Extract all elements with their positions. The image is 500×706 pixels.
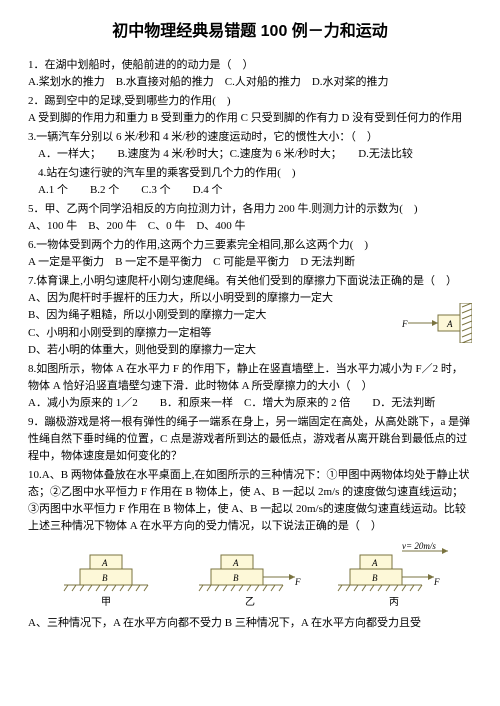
svg-text:v= 20m/s: v= 20m/s <box>402 541 436 551</box>
svg-text:F: F <box>433 577 440 587</box>
figure-bing-icon: v= 20m/s B A F <box>334 541 454 593</box>
question-10: 10.A、B 两物体叠放在水平桌面上,在如图所示的三种情况下：①甲图中两物体均处… <box>28 467 472 535</box>
q7-stem: 7.体育课上,小明匀速爬杆小刚匀速爬绳。有关他们受到的摩擦力下面说法正确的是（ … <box>28 273 472 290</box>
question-8: 8.如图所示，物体 A 在水平力 F 的作用下，静止在竖直墙壁上．当水平力减小为… <box>28 361 472 412</box>
svg-text:A: A <box>371 558 378 568</box>
q8-options: A．减小为原来的 1／2 B．和原来一样 C．增大为原来的 2 倍 D．无法判断 <box>28 395 472 412</box>
question-2: 2．踢到空中的足球,受到哪些力的作用( ) A 受到脚的作用力和重力 B 受到重… <box>28 93 472 127</box>
figure-yi-caption: 乙 <box>245 595 255 611</box>
figure-jia: B A 甲 <box>51 545 161 611</box>
q10-opt-a: A、三种情况下，A 在水平方向都不受力 B 三种情况下，A 在水平方向都受力且受 <box>28 615 472 632</box>
question-3: 3.一辆汽车分别以 6 米/秒和 4 米/秒的速度运动时，它的惯性大小：（ ） … <box>28 129 472 163</box>
svg-text:B: B <box>102 573 108 583</box>
figure-jia-icon: B A <box>56 545 156 593</box>
figure-jia-caption: 甲 <box>101 595 111 611</box>
q1-options: A.桨划水的推力 B.水直接对船的推力 C.人对船的推力 D.水对桨的推力 <box>28 74 472 91</box>
q7-opt-d: D、若小明的体重大，则他受到的摩擦力一定大 <box>28 342 472 359</box>
figure-yi: B A F 乙 <box>195 545 305 611</box>
q8-stem: 8.如图所示，物体 A 在水平力 F 的作用下，静止在竖直墙壁上．当水平力减小为… <box>28 361 472 395</box>
question-7: 7.体育课上,小明匀速爬杆小刚匀速爬绳。有关他们受到的摩擦力下面说法正确的是（ … <box>28 273 472 358</box>
svg-text:B: B <box>372 573 378 583</box>
svg-text:A: A <box>101 558 108 568</box>
figure-bing-caption: 丙 <box>389 595 399 611</box>
svg-text:F: F <box>402 319 408 329</box>
page-title: 初中物理经典易错题 100 例－力和运动 <box>28 20 472 45</box>
question-4: 4.站在匀速行驶的汽车里的乘客受到几个力的作用( ) A.1 个 B.2 个 C… <box>28 165 472 199</box>
q5-stem: 5．甲、乙两个同学沿相反的方向拉测力计，各用力 200 牛.则测力计的示数为( … <box>28 201 472 218</box>
q3-options: A．一样大； B.速度为 4 米/秒时大；C.速度为 6 米/秒时大； D.无法… <box>28 146 472 163</box>
question-9: 9．蹦极游戏是将一根有弹性的绳子一端系在身上，另一端固定在高处，从高处跳下，a … <box>28 414 472 465</box>
question-5: 5．甲、乙两个同学沿相反的方向拉测力计，各用力 200 牛.则测力计的示数为( … <box>28 201 472 235</box>
q2-options: A 受到脚的作用力和重力 B 受到重力的作用 C 只受到脚的作有力 D 没有受到… <box>28 110 472 127</box>
q10-stem: 10.A、B 两物体叠放在水平桌面上,在如图所示的三种情况下：①甲图中两物体均处… <box>28 467 472 535</box>
question-1: 1．在湖中划船时，使船前进的的动力是（ ） A.桨划水的推力 B.水直接对船的推… <box>28 57 472 91</box>
figure-wall-block-icon: A F <box>402 303 472 343</box>
q6-options: A 一定是平衡力 B 一定不是平衡力 C 可能是平衡力 D 无法判断 <box>28 254 472 271</box>
question-10-option-a: A、三种情况下，A 在水平方向都不受力 B 三种情况下，A 在水平方向都受力且受 <box>28 615 472 632</box>
svg-text:F: F <box>294 577 301 587</box>
q1-stem: 1．在湖中划船时，使船前进的的动力是（ ） <box>28 57 472 74</box>
figure-row: B A 甲 B A F 乙 v= 20m/s <box>28 541 472 611</box>
q6-stem: 6.一物体受到两个力的作用,这两个力三要素完全相同,那么这两个力( ) <box>28 237 472 254</box>
svg-text:A: A <box>232 558 239 568</box>
question-6: 6.一物体受到两个力的作用,这两个力三要素完全相同,那么这两个力( ) A 一定… <box>28 237 472 271</box>
q9-stem: 9．蹦极游戏是将一根有弹性的绳子一端系在身上，另一端固定在高处，从高处跳下，a … <box>28 414 472 465</box>
q5-options: A、100 牛 B、200 牛 C、0 牛 D、400 牛 <box>28 218 472 235</box>
svg-text:B: B <box>233 573 239 583</box>
q4-stem: 4.站在匀速行驶的汽车里的乘客受到几个力的作用( ) <box>28 165 472 182</box>
svg-text:A: A <box>446 319 453 329</box>
figure-bing: v= 20m/s B A F 丙 <box>339 541 449 611</box>
figure-yi-icon: B A F <box>195 545 305 593</box>
q4-options: A.1 个 B.2 个 C.3 个 D.4 个 <box>28 182 472 199</box>
q3-stem: 3.一辆汽车分别以 6 米/秒和 4 米/秒的速度运动时，它的惯性大小：（ ） <box>28 129 472 146</box>
q2-stem: 2．踢到空中的足球,受到哪些力的作用( ) <box>28 93 472 110</box>
